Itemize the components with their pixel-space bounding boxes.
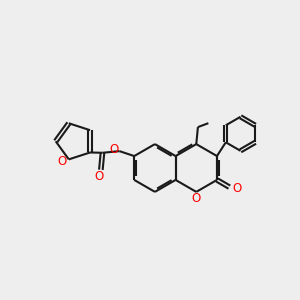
Text: O: O <box>192 192 201 205</box>
Text: O: O <box>109 143 118 156</box>
Text: O: O <box>232 182 241 195</box>
Text: O: O <box>57 154 66 167</box>
Text: O: O <box>94 170 104 184</box>
